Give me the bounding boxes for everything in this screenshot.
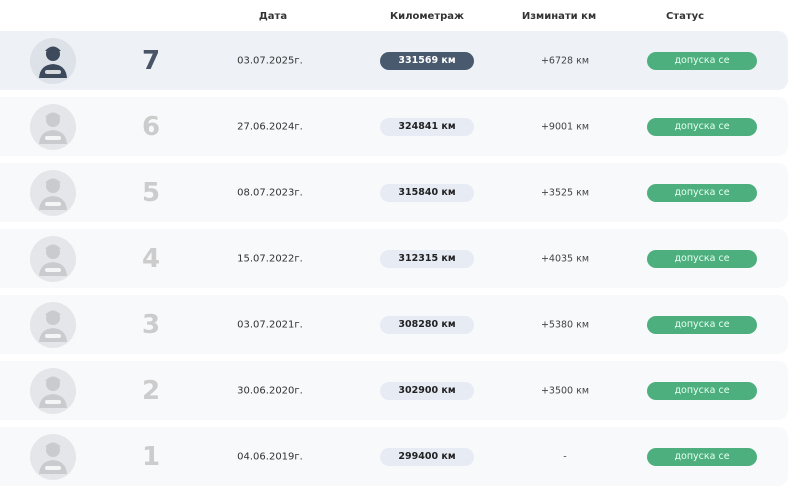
inspection-number: 1 [141, 441, 161, 472]
mechanic-avatar-icon [30, 169, 76, 216]
table-row[interactable]: 7 03.07.2025г. 331569 км +6728 км допуск… [0, 31, 788, 90]
table-row[interactable]: 3 03.07.2021г. 308280 км +5380 км допуск… [0, 295, 788, 354]
inspection-number: 3 [141, 309, 161, 340]
status-badge: допуска се [647, 315, 757, 334]
mechanic-avatar-icon [30, 367, 76, 414]
mileage-diff: - [563, 451, 567, 462]
inspection-number: 5 [141, 177, 161, 208]
status-badge: допуска се [647, 381, 757, 400]
mileage-badge: 302900 км [380, 381, 474, 400]
mechanic-avatar-icon [30, 235, 76, 282]
mechanic-avatar-icon [30, 37, 76, 84]
inspection-date: 15.07.2022г. [237, 253, 303, 264]
table-header: Дата Километраж Изминати км Статус [0, 11, 800, 27]
inspection-date: 30.06.2020г. [237, 385, 303, 396]
status-badge: допуска се [647, 117, 757, 136]
mileage-diff: +9001 км [540, 121, 590, 132]
mechanic-avatar-icon [30, 103, 76, 150]
table-row[interactable]: 4 15.07.2022г. 312315 км +4035 км допуск… [0, 229, 788, 288]
mileage-badge: 331569 км [380, 51, 474, 70]
status-badge: допуска се [647, 447, 757, 466]
inspection-number: 2 [141, 375, 161, 406]
inspection-date: 03.07.2025г. [237, 55, 303, 66]
mileage-badge: 299400 км [380, 447, 474, 466]
inspection-date: 08.07.2023г. [237, 187, 303, 198]
header-date: Дата [258, 11, 288, 22]
header-mileage: Километраж [390, 11, 464, 22]
mileage-diff: +6728 км [540, 55, 590, 66]
status-badge: допуска се [647, 51, 757, 70]
status-badge: допуска се [647, 183, 757, 202]
mileage-diff: +5380 км [540, 319, 590, 330]
inspection-number: 6 [141, 111, 161, 142]
mileage-badge: 324841 км [380, 117, 474, 136]
header-diff: Изминати км [521, 11, 597, 22]
mileage-badge: 312315 км [380, 249, 474, 268]
mechanic-avatar-icon [30, 301, 76, 348]
mileage-badge: 315840 км [380, 183, 474, 202]
mileage-diff: +3525 км [540, 187, 590, 198]
inspection-date: 27.06.2024г. [237, 121, 303, 132]
table-row[interactable]: 2 30.06.2020г. 302900 км +3500 км допуск… [0, 361, 788, 420]
inspection-date: 04.06.2019г. [237, 451, 303, 462]
table-row[interactable]: 1 04.06.2019г. 299400 км - допуска се [0, 427, 788, 486]
mileage-badge: 308280 км [380, 315, 474, 334]
mechanic-avatar-icon [30, 433, 76, 480]
status-badge: допуска се [647, 249, 757, 268]
mileage-diff: +3500 км [540, 385, 590, 396]
table-row[interactable]: 6 27.06.2024г. 324841 км +9001 км допуск… [0, 97, 788, 156]
header-status: Статус [665, 11, 705, 22]
table-row[interactable]: 5 08.07.2023г. 315840 км +3525 км допуск… [0, 163, 788, 222]
inspection-date: 03.07.2021г. [237, 319, 303, 330]
inspection-number: 7 [141, 45, 161, 76]
mileage-diff: +4035 км [540, 253, 590, 264]
inspection-number: 4 [141, 243, 161, 274]
